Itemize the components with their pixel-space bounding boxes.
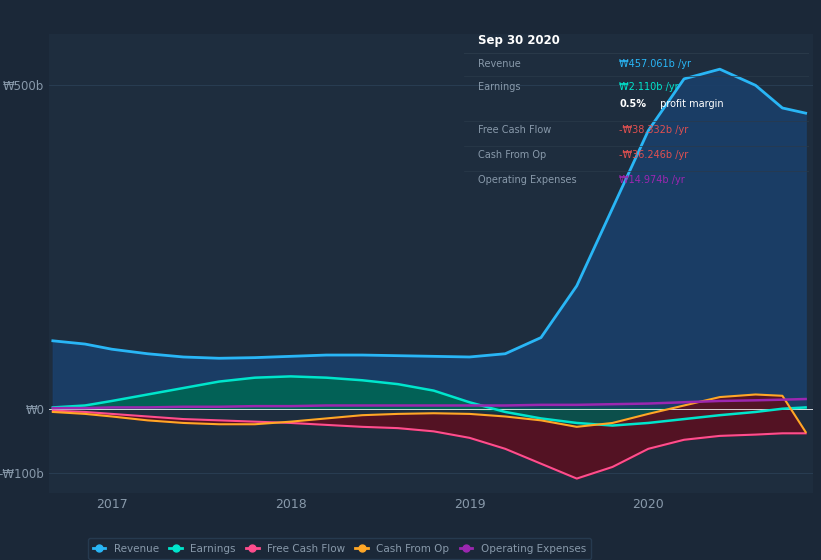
Text: Free Cash Flow: Free Cash Flow (478, 125, 551, 136)
Text: Cash From Op: Cash From Op (478, 150, 546, 160)
Text: profit margin: profit margin (657, 99, 723, 109)
Text: 0.5%: 0.5% (619, 99, 646, 109)
Text: ₩14.974b /yr: ₩14.974b /yr (619, 175, 685, 185)
Text: -₩38.332b /yr: -₩38.332b /yr (619, 125, 688, 136)
Text: Earnings: Earnings (478, 82, 521, 92)
Text: ₩457.061b /yr: ₩457.061b /yr (619, 59, 691, 69)
Text: Revenue: Revenue (478, 59, 521, 69)
Legend: Revenue, Earnings, Free Cash Flow, Cash From Op, Operating Expenses: Revenue, Earnings, Free Cash Flow, Cash … (88, 538, 591, 559)
Text: -₩36.246b /yr: -₩36.246b /yr (619, 150, 688, 160)
Text: Operating Expenses: Operating Expenses (478, 175, 576, 185)
Text: Sep 30 2020: Sep 30 2020 (478, 34, 560, 47)
Text: ₩2.110b /yr: ₩2.110b /yr (619, 82, 679, 92)
